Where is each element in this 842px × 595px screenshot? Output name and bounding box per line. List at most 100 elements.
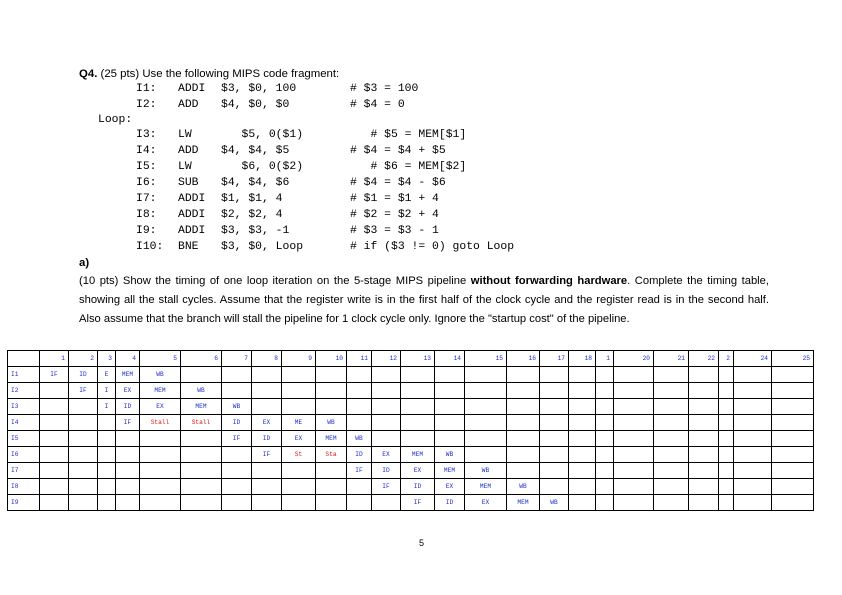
stage-cell: E [97,366,116,383]
cycle-header: 1 [39,350,69,367]
stage-cell [97,462,116,479]
cycle-header: 9 [281,350,316,367]
stage-cell [613,430,654,447]
cycle-header: 1 [595,350,614,367]
instruction-label: I2 [7,382,40,399]
code-label: I10: [136,241,164,253]
instruction-label: I1 [7,366,40,383]
cycle-header [7,350,40,367]
stage-cell [733,494,772,511]
stage-cell [315,494,347,511]
stage-cell [653,494,689,511]
code-op: ADDI [178,83,206,95]
stage-cell: IF [400,494,435,511]
page-number: 5 [419,538,425,548]
stage-cell [39,430,69,447]
stage-cell [539,446,569,463]
stage-cell [718,478,734,495]
stage-cell: WB [346,430,372,447]
stage-cell [434,414,465,431]
stage-cell [653,398,689,415]
stage-cell [613,366,654,383]
cycle-header: 3 [97,350,116,367]
stage-cell [115,462,140,479]
stage-cell [371,494,401,511]
stage-cell [180,430,222,447]
stage-cell [371,366,401,383]
code-comment: # $2 = $2 + 4 [350,209,439,221]
stage-cell [39,398,69,415]
stage-cell [400,366,435,383]
code-label: I4: [136,145,157,157]
stage-cell: WB [434,446,465,463]
cycle-header: 2 [68,350,98,367]
table-row: I8 IF ID EX MEM WB [7,478,814,495]
stage-cell [68,446,98,463]
stage-cell: ID [400,478,435,495]
stage-cell [613,382,654,399]
instructions-text-before: (10 pts) Show the timing of one loop ite… [79,275,471,287]
table-row: I3 I ID EX MEM WB [7,398,814,415]
stage-cell [434,430,465,447]
cycle-header: 6 [180,350,222,367]
stage-cell [718,398,734,415]
stage-cell [688,430,719,447]
stage-cell [771,398,814,415]
stage-cell [539,382,569,399]
code-args: $4, $4, $5 [221,145,290,157]
stage-cell: EX [251,414,282,431]
stage-cell [688,462,719,479]
stage-cell [613,494,654,511]
stage-cell [771,382,814,399]
stage-cell [595,494,614,511]
stage-cell [281,382,316,399]
table-row: I6 IF St Sta ID EX MEM WB [7,446,814,463]
cycle-header: 20 [613,350,654,367]
stage-cell: WB [139,366,181,383]
stage-cell [68,430,98,447]
cycle-header: 22 [688,350,719,367]
stage-cell [464,446,507,463]
stage-cell [733,382,772,399]
cycle-header: 25 [771,350,814,367]
stage-cell [115,430,140,447]
stage-cell: Stall [139,414,181,431]
stage-cell [221,446,252,463]
stage-cell [688,494,719,511]
stage-cell [180,366,222,383]
instruction-label: I3 [7,398,40,415]
stage-cell [718,494,734,511]
code-comment: # $1 = $1 + 4 [350,193,439,205]
stage-cell: ID [115,398,140,415]
stage-cell: EX [139,398,181,415]
stage-cell: EX [115,382,140,399]
stage-cell: ID [371,462,401,479]
stage-cell [688,366,719,383]
stage-cell [68,414,98,431]
stage-cell [371,430,401,447]
code-label: I6: [136,177,157,189]
cycle-header: 11 [346,350,372,367]
stage-cell: IF [371,478,401,495]
code-args: $2, $2, 4 [221,209,283,221]
stage-cell: IF [346,462,372,479]
stage-cell [568,494,596,511]
stage-cell: I [97,382,116,399]
stage-cell [39,462,69,479]
stage-cell [346,398,372,415]
stage-cell: EX [464,494,507,511]
instruction-label: I6 [7,446,40,463]
table-row: I9 IF ID EX MEM WB [7,494,814,511]
stage-cell [568,430,596,447]
stage-cell [251,494,282,511]
stage-cell: ID [346,446,372,463]
stage-cell [613,398,654,415]
stage-cell [506,398,540,415]
instructions-bold: without forwarding hardware [470,275,628,287]
table-row: I7 IF ID EX MEM WB [7,462,814,479]
stage-cell [506,446,540,463]
stage-cell [251,366,282,383]
stage-cell [613,462,654,479]
code-args: $1, $1, 4 [221,193,283,205]
stage-cell [539,366,569,383]
